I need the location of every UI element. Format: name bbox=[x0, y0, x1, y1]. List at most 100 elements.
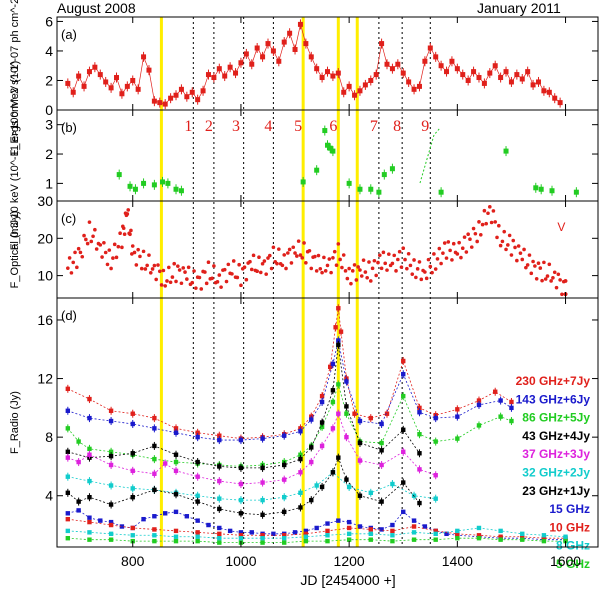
xray-point bbox=[132, 186, 138, 192]
optical-point bbox=[396, 257, 400, 262]
optical-point bbox=[91, 234, 95, 239]
radio-point bbox=[319, 443, 325, 449]
optical-point bbox=[126, 208, 131, 212]
x-tick-label: 1400 bbox=[442, 553, 473, 569]
optical-point bbox=[269, 266, 274, 271]
radio-point bbox=[330, 399, 336, 405]
optical-point bbox=[448, 248, 452, 253]
optical-point bbox=[84, 237, 88, 242]
radio-point bbox=[333, 325, 338, 330]
xray-point bbox=[381, 172, 387, 178]
flare-label: 9 bbox=[421, 118, 429, 135]
radio-point bbox=[65, 528, 71, 534]
radio-point bbox=[338, 329, 344, 334]
radio-point bbox=[238, 536, 244, 541]
optical-point bbox=[76, 246, 81, 251]
y-axis-label-d: F_Radio (Jy) bbox=[9, 391, 21, 454]
radio-point bbox=[476, 533, 482, 538]
y-axis-label-b: F_0.3-10 keV (10^-11 ergs cm^-2 s^-1) bbox=[9, 61, 21, 251]
radio-point bbox=[330, 426, 336, 431]
optical-point bbox=[120, 245, 124, 250]
optical-point bbox=[459, 255, 463, 260]
radio-point bbox=[65, 511, 71, 516]
radio-point bbox=[282, 433, 287, 438]
radio-point bbox=[417, 451, 422, 456]
flare-label: 1 bbox=[184, 118, 192, 135]
optical-point bbox=[365, 275, 369, 280]
radio-point bbox=[87, 478, 92, 484]
optical-point bbox=[423, 270, 427, 274]
optical-point bbox=[177, 268, 182, 272]
optical-point bbox=[318, 267, 323, 271]
radio-point bbox=[108, 522, 114, 528]
radio-point bbox=[65, 536, 71, 541]
optical-point bbox=[82, 233, 86, 238]
radio-point bbox=[330, 361, 336, 367]
optical-point bbox=[75, 265, 79, 270]
optical-point bbox=[277, 247, 281, 251]
optical-point bbox=[248, 259, 252, 264]
radio-point bbox=[108, 483, 114, 488]
radio-point bbox=[346, 537, 352, 542]
radio-point bbox=[76, 439, 81, 444]
optical-point bbox=[145, 263, 149, 268]
radio-point bbox=[319, 424, 325, 430]
panel-frame-a bbox=[56, 16, 599, 111]
radio-point bbox=[108, 453, 114, 459]
optical-point bbox=[554, 285, 559, 290]
optical-point bbox=[215, 280, 220, 284]
optical-point bbox=[107, 248, 112, 252]
radio-point bbox=[130, 533, 135, 538]
radio-point bbox=[292, 530, 298, 535]
optical-point bbox=[159, 283, 164, 287]
radio-point bbox=[433, 496, 438, 501]
optical-point bbox=[399, 265, 404, 269]
optical-point bbox=[293, 251, 297, 255]
optical-point bbox=[331, 255, 335, 260]
radio-point bbox=[336, 306, 341, 311]
optical-point bbox=[231, 259, 236, 263]
optical-point bbox=[102, 240, 106, 245]
optical-point bbox=[323, 269, 328, 273]
radio-point bbox=[173, 452, 179, 457]
xray-point bbox=[376, 189, 382, 195]
v-marker: V bbox=[557, 220, 565, 234]
xray-point bbox=[300, 179, 306, 185]
optical-point bbox=[428, 264, 433, 269]
flare-label: 4 bbox=[264, 118, 272, 135]
radio-point bbox=[455, 414, 460, 419]
optical-point bbox=[320, 270, 324, 275]
guide-lines bbox=[159, 17, 431, 547]
optical-point bbox=[204, 281, 209, 286]
optical-point bbox=[163, 284, 167, 288]
radio-point bbox=[87, 537, 92, 542]
optical-point bbox=[257, 255, 261, 260]
radio-point bbox=[390, 522, 395, 528]
optical-point bbox=[296, 239, 301, 243]
radio-point bbox=[173, 459, 179, 465]
radio-point bbox=[520, 534, 525, 539]
optical-point bbox=[275, 261, 279, 266]
optical-point bbox=[93, 227, 97, 232]
optical-point bbox=[327, 257, 332, 261]
optical-point bbox=[179, 281, 184, 286]
optical-point bbox=[358, 268, 362, 272]
legend-entry: 32 GHz+2Jy bbox=[522, 466, 590, 480]
radio-point bbox=[130, 451, 135, 456]
radio-curve-3 bbox=[67, 344, 420, 469]
radio-point bbox=[238, 465, 244, 471]
radio-point bbox=[455, 531, 460, 537]
optical-point bbox=[103, 250, 108, 255]
panel-label-d: (d) bbox=[61, 308, 77, 323]
radio-point bbox=[476, 398, 482, 403]
y-tick-label: 3 bbox=[45, 117, 53, 133]
radio-point bbox=[217, 525, 222, 531]
optical-point bbox=[414, 275, 418, 280]
optical-point bbox=[94, 247, 99, 251]
radio-point bbox=[498, 398, 503, 403]
optical-point bbox=[192, 269, 196, 273]
radio-point bbox=[563, 534, 568, 539]
radio-point bbox=[260, 512, 265, 517]
radio-point bbox=[87, 446, 92, 452]
radio-point bbox=[173, 430, 179, 435]
